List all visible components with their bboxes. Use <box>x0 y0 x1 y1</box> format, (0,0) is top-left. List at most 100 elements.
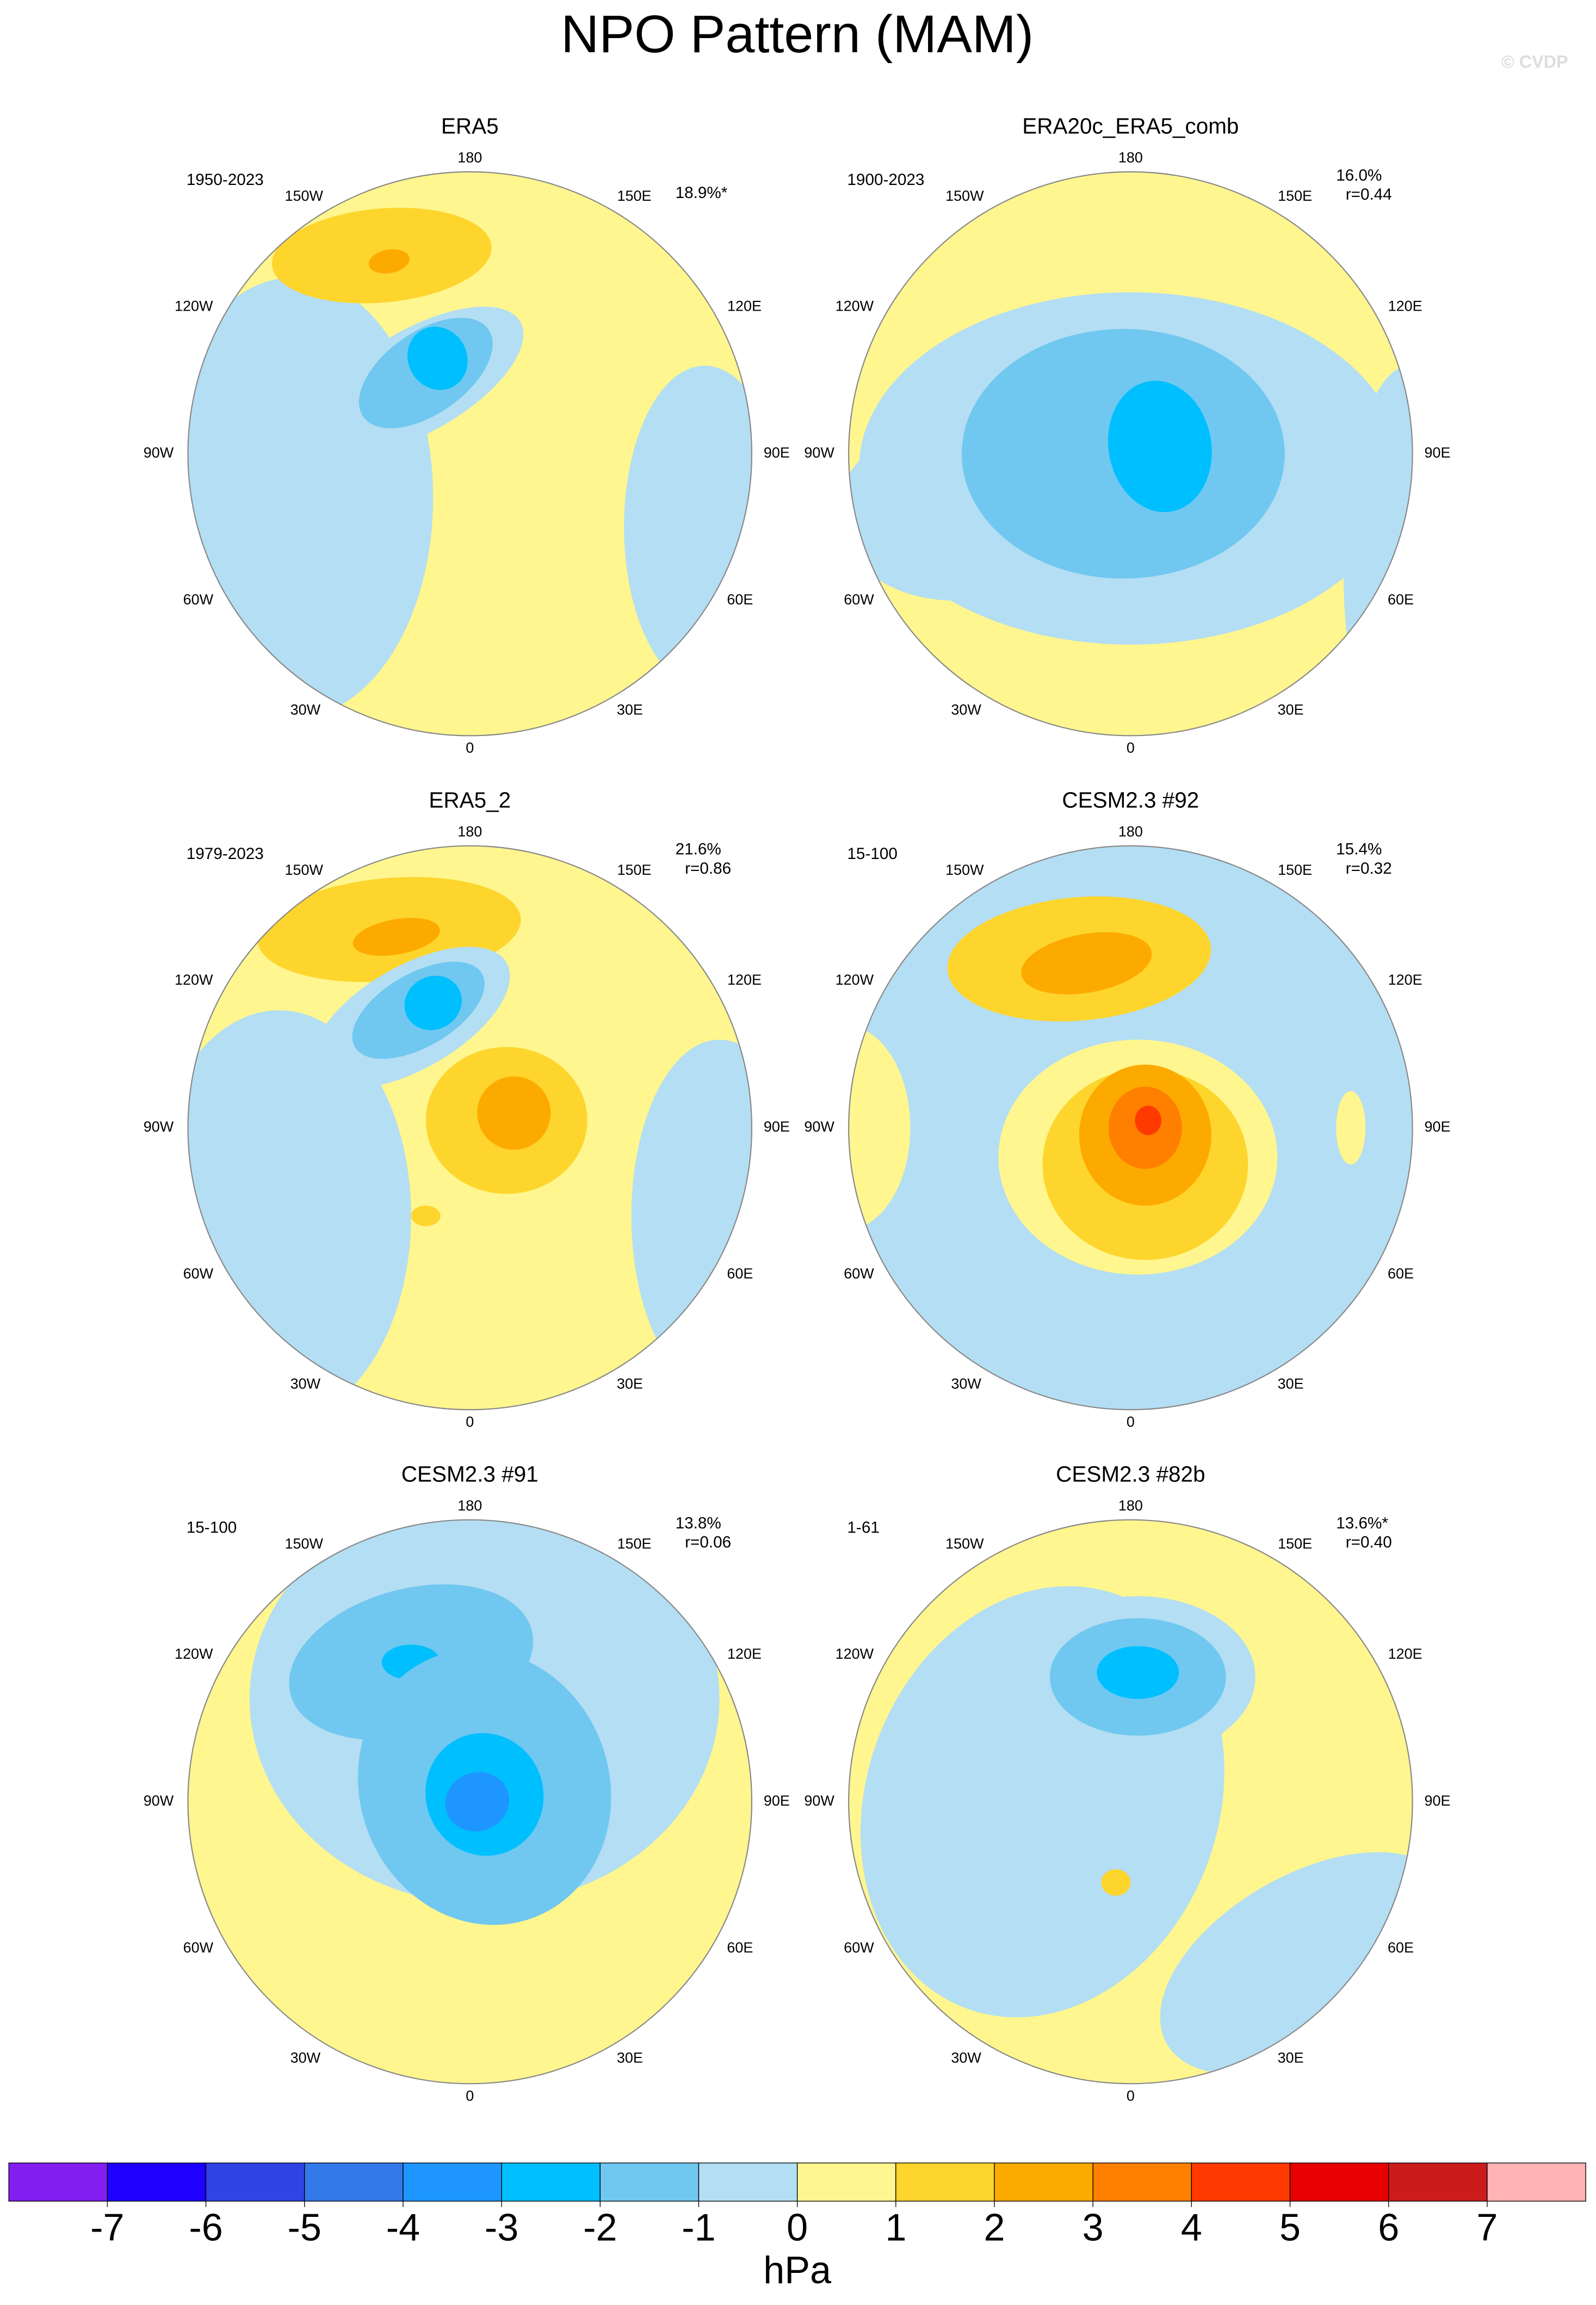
watermark: © CVDP <box>1501 52 1568 72</box>
anomaly-contour <box>849 1025 911 1231</box>
longitude-label: 60W <box>844 1265 874 1282</box>
longitude-label: 60W <box>183 1939 214 1956</box>
map-border <box>187 171 753 737</box>
longitude-label: 180 <box>457 824 482 840</box>
panel-variance: 13.6%* <box>1336 1515 1388 1532</box>
colorbar-box <box>1191 2162 1291 2202</box>
map-panel <box>188 1519 752 2084</box>
panel-period: 15-100 <box>847 845 897 863</box>
longitude-label: 0 <box>466 740 474 756</box>
panel-variance: 16.0% <box>1336 166 1382 184</box>
colorbar-box <box>1289 2162 1389 2202</box>
longitude-label: 150E <box>1278 1536 1312 1552</box>
anomaly-contour <box>1343 366 1413 736</box>
panel-variance: 15.4% <box>1336 841 1382 858</box>
colorbar-box <box>1487 2162 1586 2202</box>
longitude-label: 30E <box>1278 1375 1304 1392</box>
longitude-label: 120E <box>1388 972 1422 988</box>
panel-correlation: r=0.06 <box>685 1534 731 1552</box>
colorbar-box <box>501 2162 601 2202</box>
panel-correlation: r=0.40 <box>1346 1534 1392 1552</box>
colorbar-box <box>304 2162 404 2202</box>
longitude-label: 90W <box>804 1793 834 1809</box>
longitude-label: 180 <box>1118 1498 1143 1514</box>
longitude-label: 150W <box>284 862 323 878</box>
panel-period: 1979-2023 <box>187 845 264 863</box>
map-panel <box>849 845 1413 1410</box>
longitude-label: 30E <box>617 1375 643 1392</box>
anomaly-contour <box>352 918 440 956</box>
panel-title: CESM2.3 #91 <box>401 1461 539 1486</box>
anomaly-contour <box>1097 1646 1179 1699</box>
colorbar-label: 6 <box>1378 2206 1399 2249</box>
map-border <box>848 1519 1413 2085</box>
colorbar-label: 2 <box>983 2206 1005 2249</box>
colorbar-label: 7 <box>1476 2206 1498 2249</box>
panel-variance: 21.6% <box>676 841 721 858</box>
map-border <box>187 1519 753 2085</box>
panel-period: 1950-2023 <box>187 171 264 189</box>
anomaly-contour <box>1021 932 1152 994</box>
longitude-label: 120W <box>836 298 874 314</box>
longitude-label: 60E <box>727 1939 753 1956</box>
map-border <box>848 171 1413 737</box>
colorbar-box <box>599 2162 700 2202</box>
longitude-label: 30E <box>1278 2049 1304 2066</box>
longitude-label: 90E <box>1424 1793 1450 1809</box>
longitude-label: 30E <box>617 2049 643 2066</box>
anomaly-contour <box>1135 1105 1162 1135</box>
colorbar-box <box>403 2162 502 2202</box>
longitude-label: 120W <box>836 972 874 988</box>
panel-period: 15-100 <box>187 1519 237 1537</box>
panel-correlation: r=0.44 <box>1346 186 1392 203</box>
panel-title: ERA5_2 <box>429 787 511 812</box>
colorbar-box <box>205 2162 305 2202</box>
longitude-label: 30W <box>951 702 981 718</box>
longitude-label: 90W <box>804 444 834 461</box>
panel-title: ERA5 <box>441 114 499 139</box>
longitude-label: 90E <box>764 444 790 461</box>
longitude-label: 90E <box>1424 1118 1450 1135</box>
longitude-label: 30W <box>951 1375 981 1392</box>
colorbar-label: -7 <box>90 2206 124 2249</box>
longitude-label: 30W <box>290 2049 321 2066</box>
panel-title: ERA20c_ERA5_comb <box>1022 114 1239 139</box>
longitude-label: 60W <box>183 591 214 608</box>
longitude-label: 0 <box>466 2088 474 2104</box>
map-panel <box>849 1519 1413 2084</box>
longitude-label: 120E <box>727 1646 762 1662</box>
map-border <box>187 845 753 1411</box>
longitude-label: 30E <box>617 702 643 718</box>
colorbar-box <box>796 2162 896 2202</box>
anomaly-contour <box>1108 380 1212 512</box>
panel-correlation: r=0.32 <box>1346 860 1392 877</box>
longitude-label: 150W <box>945 862 984 878</box>
longitude-label: 30E <box>1278 702 1304 718</box>
colorbar-label: 3 <box>1082 2206 1104 2249</box>
colorbar-label: -5 <box>288 2206 321 2249</box>
longitude-label: 150W <box>945 1536 984 1552</box>
anomaly-contour <box>477 1076 551 1150</box>
longitude-label: 60E <box>1388 591 1414 608</box>
longitude-label: 60W <box>844 591 874 608</box>
map-border <box>848 845 1413 1411</box>
longitude-label: 180 <box>457 1498 482 1514</box>
longitude-label: 0 <box>1127 740 1135 756</box>
longitude-label: 150W <box>284 1536 323 1552</box>
longitude-label: 150E <box>617 862 652 878</box>
panel-title: CESM2.3 #92 <box>1062 787 1199 812</box>
colorbar-label: -4 <box>386 2206 420 2249</box>
anomaly-contour <box>1336 1091 1366 1165</box>
colorbar-label: -6 <box>189 2206 222 2249</box>
longitude-label: 60W <box>844 1939 874 1956</box>
longitude-label: 90W <box>144 1793 174 1809</box>
longitude-label: 90W <box>804 1118 834 1135</box>
longitude-label: 60E <box>727 1265 753 1282</box>
colorbar-units: hPa <box>763 2248 832 2291</box>
longitude-label: 120E <box>1388 298 1422 314</box>
colorbar-box <box>1388 2162 1488 2202</box>
longitude-label: 120W <box>175 298 213 314</box>
longitude-label: 150W <box>945 188 984 204</box>
map-panel <box>188 171 752 736</box>
